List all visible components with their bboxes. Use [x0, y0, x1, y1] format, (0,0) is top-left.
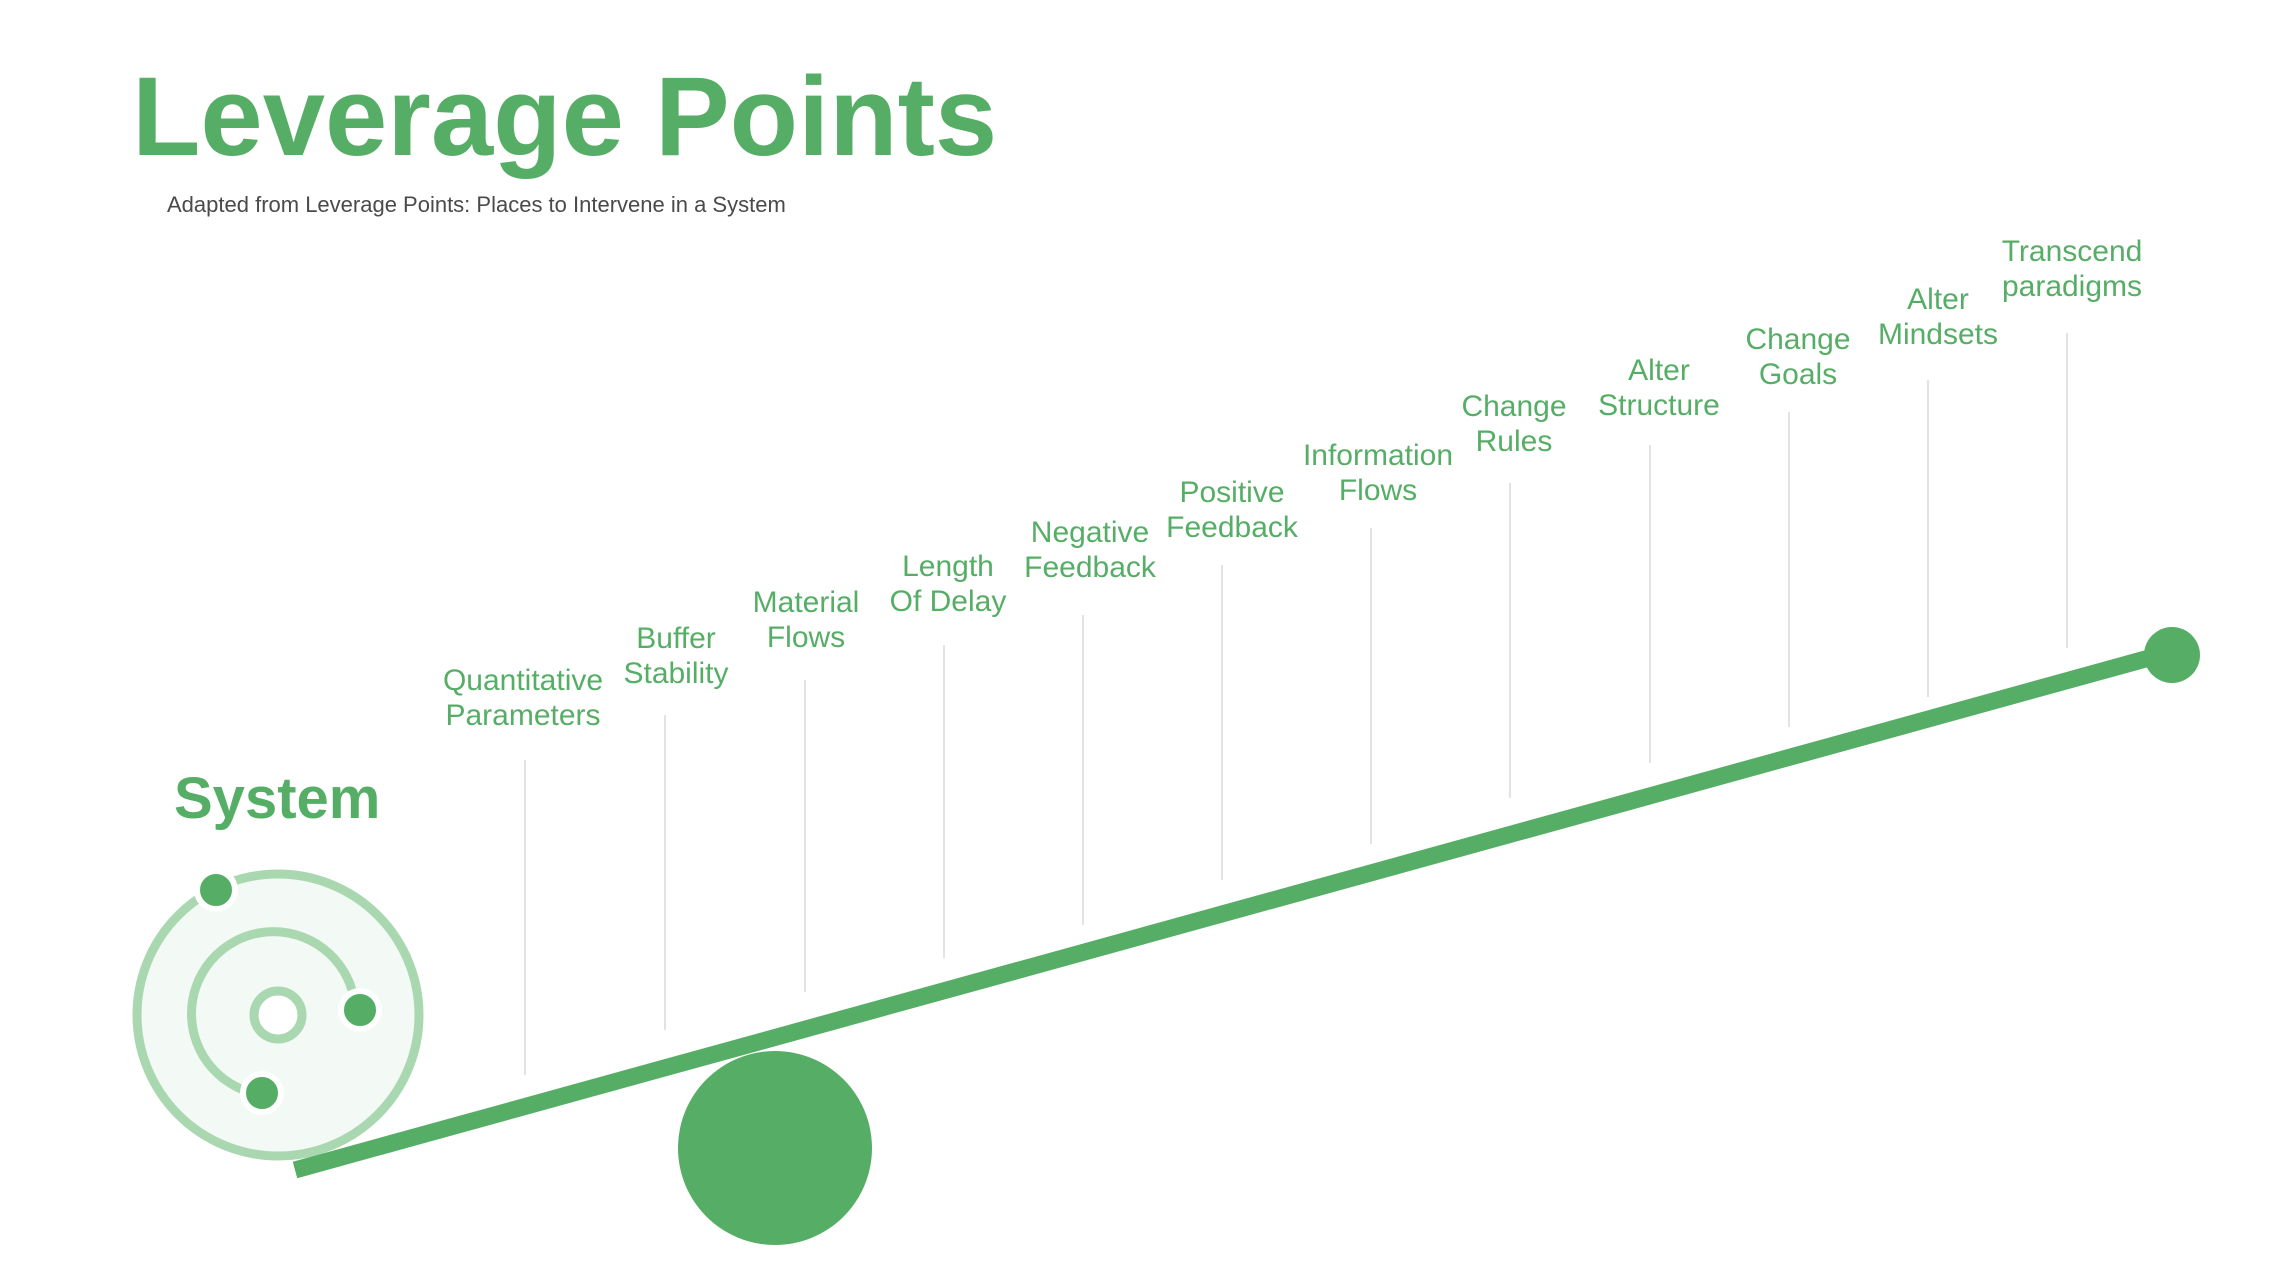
leverage-point-label-line: Buffer [636, 622, 716, 655]
leverage-point-label-line: paradigms [2002, 270, 2142, 303]
leverage-point-label-line: Mindsets [1878, 318, 1998, 351]
leverage-point-label: Transcend paradigms [2002, 235, 2143, 303]
leverage-point-labels: Quantitative Parameters Buffer Stability Mat… [443, 235, 2142, 732]
leverage-point-label-line: Change [1461, 390, 1566, 423]
leverage-point-label: Length Of Delay [890, 550, 1007, 618]
leverage-point-label-line: Feedback [1024, 551, 1157, 584]
leverage-point-label: Buffer Stability [623, 622, 728, 690]
page-subtitle: Adapted from Leverage Points: Places to … [167, 192, 786, 217]
leverage-point-label-line: Negative [1031, 516, 1149, 549]
leverage-point-label-line: Positive [1179, 476, 1284, 509]
leverage-point-label-line: Transcend [2002, 235, 2143, 268]
lever [292, 627, 2200, 1245]
page-title: Leverage Points [132, 54, 997, 179]
leverage-point-label-line: Parameters [445, 699, 600, 732]
system-middle-ring [187, 927, 357, 1100]
fulcrum [678, 1051, 872, 1245]
leverage-point-label-line: Change [1745, 323, 1850, 356]
leverage-point-label: Information Flows [1303, 439, 1453, 507]
system-node-right [338, 988, 382, 1032]
leverage-point-label-line: Rules [1476, 425, 1553, 458]
leverage-point-label-line: Structure [1598, 389, 1720, 422]
leverage-point-label-line: Information [1303, 439, 1453, 472]
leverage-point-label: Alter Structure [1598, 354, 1720, 422]
leverage-point-label-line: Feedback [1166, 511, 1299, 544]
leverage-point-label: Positive Feedback [1166, 476, 1299, 544]
leverage-point-label-line: Goals [1759, 358, 1837, 391]
leverage-point-label: Negative Feedback [1024, 516, 1157, 584]
guide-lines [524, 333, 2068, 1075]
leverage-point-label-line: Alter [1907, 283, 1969, 316]
leverage-point-label-line: Alter [1628, 354, 1690, 387]
leverage-point-label-line: Quantitative [443, 664, 603, 697]
leverage-point-label-line: Flows [767, 621, 845, 654]
system-node-bottom [240, 1071, 284, 1115]
system-icon [132, 868, 424, 1161]
leverage-point-label: Material Flows [753, 586, 860, 654]
leverage-point-label: Quantitative Parameters [443, 664, 603, 732]
leverage-point-label-line: Stability [623, 657, 728, 690]
leverage-point-label: Alter Mindsets [1878, 283, 1998, 351]
leverage-point-label: Change Rules [1461, 390, 1566, 458]
lever-beam [292, 646, 2163, 1179]
leverage-point-label-line: Length [902, 550, 994, 583]
lever-end-knob [2144, 627, 2200, 683]
leverage-point-label-line: Of Delay [890, 585, 1007, 618]
system-label: System [174, 766, 380, 831]
system-node-top [194, 868, 238, 912]
leverage-point-label-line: Flows [1339, 474, 1417, 507]
leverage-point-label-line: Material [753, 586, 860, 619]
leverage-point-label: Change Goals [1745, 323, 1850, 391]
system-core-ring [249, 986, 307, 1044]
